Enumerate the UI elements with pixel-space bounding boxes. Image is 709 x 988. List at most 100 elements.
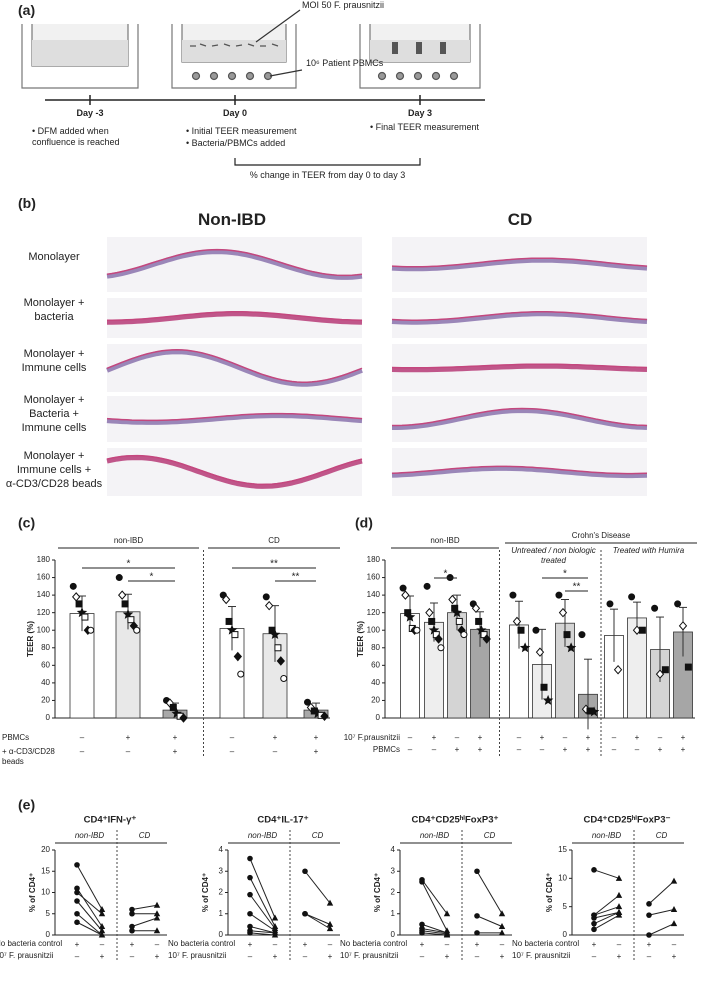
data-point (555, 591, 563, 599)
row-label: 10⁷ F.prausnitzii (343, 733, 400, 742)
sign: – (540, 745, 545, 754)
row-label: Monolayer + Bacteria + Immune cells (21, 394, 87, 434)
sign: + (130, 940, 135, 949)
tissue (391, 257, 648, 272)
data-point (471, 603, 481, 614)
sign: – (80, 733, 85, 742)
data-point (565, 642, 577, 653)
row-label: Monolayer + bacteria (23, 297, 85, 323)
paired-line (249, 858, 276, 919)
y-axis-label: TEER (%) (26, 621, 35, 657)
data-point (74, 919, 80, 926)
panel-label: (d) (355, 515, 373, 531)
y-tick-label: 60 (41, 660, 50, 669)
sign: – (592, 952, 597, 961)
data-point (451, 607, 463, 618)
sign: – (445, 940, 450, 949)
paired-line (593, 914, 620, 930)
sign: – (80, 747, 85, 756)
data-point (428, 617, 436, 625)
row-label: 10⁷ F. prausnitzii (168, 951, 227, 960)
paired-line (421, 928, 448, 934)
group-label: CD (312, 831, 324, 840)
group-label: non-IBD (592, 831, 622, 840)
sign: + (273, 733, 278, 742)
y-tick-label: 140 (37, 590, 51, 599)
data-point (535, 647, 545, 657)
y-tick-label: 180 (367, 555, 381, 564)
data-point (474, 913, 480, 919)
data-point (613, 664, 623, 675)
data-point (302, 910, 308, 917)
sign: + (173, 747, 178, 756)
tissue (106, 249, 363, 280)
data-point (153, 914, 161, 921)
paired-line (421, 923, 448, 934)
data-point (460, 631, 468, 639)
paired-line (593, 911, 620, 925)
row-label: Monolayer + Immune cells + α-CD3/CD28 be… (5, 450, 103, 490)
data-point (74, 889, 80, 896)
sign: + (328, 952, 333, 961)
paired-line (249, 932, 276, 936)
data-point (399, 584, 407, 592)
sign: – (617, 940, 622, 949)
sign: – (500, 940, 505, 949)
paired-line (249, 894, 276, 929)
y-tick-label: 140 (367, 590, 381, 599)
row-label: Monolayer (28, 251, 80, 263)
data-point (247, 874, 253, 881)
y-tick-label: 2 (391, 888, 396, 897)
sign: + (314, 733, 319, 742)
sign: – (230, 733, 235, 742)
paired-line (76, 864, 103, 910)
data-point (443, 910, 451, 917)
paired-line (593, 906, 620, 916)
tissue (391, 363, 648, 373)
bracket-label: % change in TEER from day 0 to day 3 (249, 170, 406, 180)
significance-label: ** (270, 559, 278, 570)
sign: + (75, 940, 80, 949)
pbmcs (191, 71, 273, 81)
y-tick-label: 60 (371, 660, 380, 669)
data-point (231, 631, 239, 639)
sign: – (130, 952, 135, 961)
y-tick-label: 1 (391, 909, 396, 918)
sign: + (314, 747, 319, 756)
data-point (651, 604, 659, 612)
chart-title: CD4⁺IL-17⁺ (257, 815, 308, 826)
data-point (443, 931, 451, 938)
data-point (401, 590, 410, 600)
data-point (271, 914, 279, 921)
tissue (391, 465, 648, 479)
sign: + (647, 940, 652, 949)
row-label: 10⁷ F. prausnitzii (340, 951, 399, 960)
tissue-edge (391, 363, 648, 369)
tissue-edge (391, 465, 648, 475)
data-point (563, 631, 571, 639)
sign: + (586, 745, 591, 754)
data-point (670, 906, 678, 912)
y-tick-label: 5 (563, 902, 568, 911)
sign: – (273, 940, 278, 949)
data-point (129, 923, 135, 930)
data-point (542, 694, 554, 705)
data-point (419, 921, 425, 928)
sign: – (408, 745, 413, 754)
y-tick-label: 10 (41, 888, 50, 897)
y-tick-label: 0 (46, 713, 51, 722)
data-point (419, 930, 425, 936)
paired-line (131, 904, 158, 910)
data-point (591, 867, 597, 873)
data-point (98, 906, 106, 912)
data-point (222, 594, 231, 605)
paired-line (76, 913, 103, 936)
panel-label: (a) (18, 2, 36, 18)
y-axis-label: % of CD4⁺ (545, 873, 554, 912)
data-point (684, 663, 692, 671)
column-header: Non-IBD (198, 210, 266, 229)
sign: + (478, 745, 483, 754)
histology-images (106, 237, 648, 496)
data-point (588, 706, 600, 717)
